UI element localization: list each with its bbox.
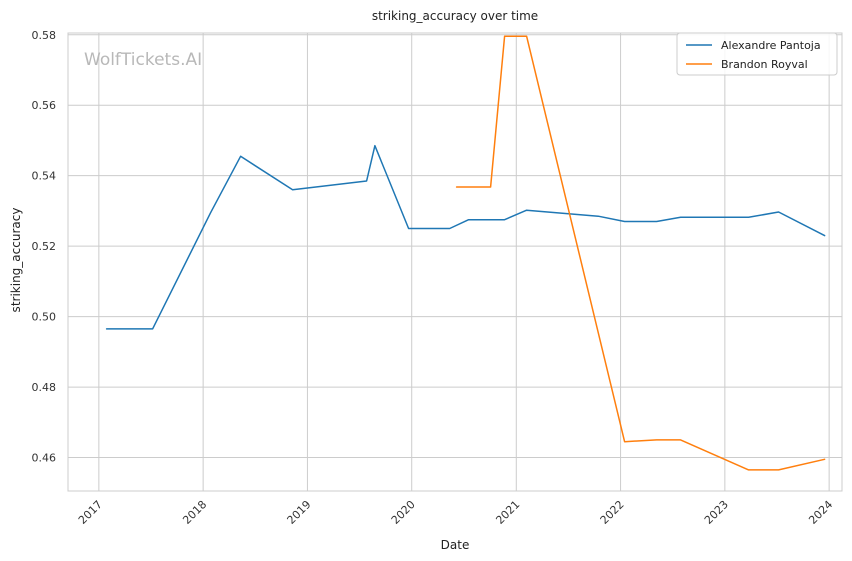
series-line-royval — [455, 35, 826, 471]
y-axis-ticks: 0.46 0.48 0.50 0.52 0.54 0.56 0.58 — [32, 29, 57, 465]
y-tick-label: 0.54 — [32, 170, 57, 183]
chart-title: striking_accuracy over time — [372, 9, 538, 23]
y-tick-label: 0.58 — [32, 29, 57, 42]
legend-box — [676, 32, 838, 76]
watermark: WolfTickets.AI — [84, 50, 202, 70]
legend-label-royval: Brandon Royval — [721, 58, 808, 71]
y-tick-label: 0.48 — [32, 381, 57, 394]
legend-label-pantoja: Alexandre Pantoja — [721, 39, 821, 52]
y-axis-label: striking_accuracy — [9, 208, 23, 313]
y-tick-label: 0.50 — [32, 311, 57, 324]
y-tick-label: 0.52 — [32, 240, 57, 253]
gridlines — [68, 33, 842, 491]
y-tick-label: 0.46 — [32, 452, 57, 465]
y-tick-label: 0.56 — [32, 99, 57, 112]
series-group — [105, 35, 826, 471]
plot-frame — [67, 32, 843, 492]
legend: Alexandre Pantoja Brandon Royval — [676, 32, 838, 76]
series-line-pantoja — [105, 144, 826, 330]
x-axis-label: Date — [441, 538, 470, 552]
